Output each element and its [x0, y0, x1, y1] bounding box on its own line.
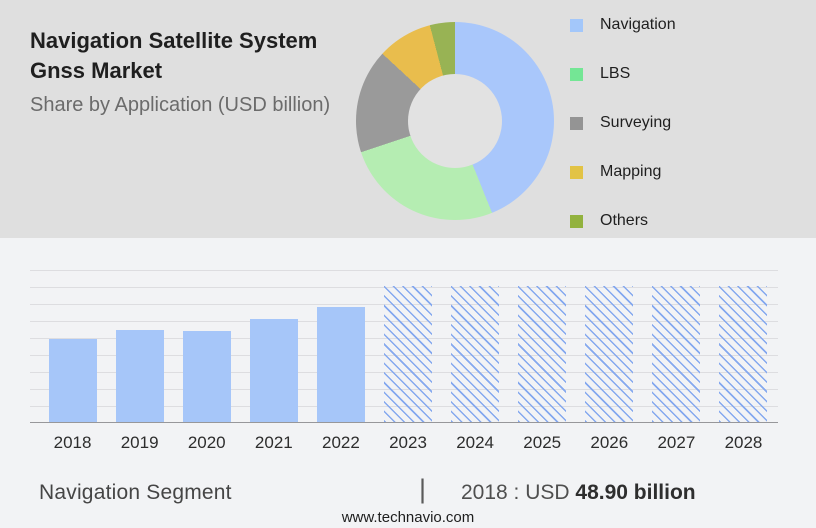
bar-cell [509, 270, 576, 422]
x-axis-label: 2022 [322, 433, 360, 452]
x-axis-line [30, 422, 778, 423]
donut-chart [356, 22, 554, 220]
donut-hole [408, 74, 502, 168]
bar-forecast-2024 [451, 286, 500, 422]
website-url: www.technavio.com [341, 509, 475, 526]
x-axis-label: 2028 [724, 433, 763, 452]
title-block: Navigation Satellite System Gnss Market … [30, 26, 330, 117]
bar-cell [442, 270, 509, 422]
x-axis-label: 2026 [590, 433, 629, 452]
x-axis-label: 2019 [120, 433, 159, 452]
bar-cell [576, 270, 643, 422]
x-axis-label: 2025 [523, 433, 562, 452]
caption-value: 2018 : USD 48.90 billion [461, 481, 696, 505]
bar-forecast-2023 [384, 286, 433, 422]
legend-item-navigation: Navigation [570, 15, 676, 35]
bar-cell [39, 270, 106, 422]
page-title-line1: Navigation Satellite System [30, 28, 318, 53]
legend-item-others: Others [570, 211, 676, 231]
bar-forecast-2026 [585, 286, 634, 422]
x-axis-label: 2020 [187, 433, 226, 452]
bar-2019 [115, 330, 164, 422]
x-axis-label: 2018 [53, 433, 92, 452]
bar-chart-plot [30, 270, 778, 423]
top-section: Navigation Satellite System Gnss Market … [0, 0, 816, 238]
legend-item-label: LBS [600, 65, 631, 82]
bar-forecast-2028 [719, 286, 768, 422]
chart-legend: Navigation LBS Surveying Mapping Others [570, 15, 676, 260]
segment-caption: Navigation Segment [39, 481, 232, 504]
legend-item-surveying: Surveying [570, 113, 676, 133]
legend-item-lbs: LBS [570, 64, 676, 84]
page-title-line2: Gnss Market [30, 58, 163, 83]
bar-forecast-2027 [652, 286, 701, 422]
x-axis-label: 2024 [456, 433, 495, 452]
legend-swatch-icon [570, 116, 583, 130]
caption-divider: | [419, 474, 427, 504]
bar-2020 [182, 331, 231, 422]
bar-chart-section: 2018 2019 2020 2021 2022 2023 2024 2025 2026 2027… [0, 238, 816, 528]
caption-value-bold: 48.90 billion [575, 481, 696, 504]
bar-cell [307, 270, 374, 422]
legend-swatch-icon [570, 67, 583, 81]
legend-swatch-icon [570, 18, 583, 32]
bar-forecast-2025 [518, 286, 567, 422]
legend-item-label: Mapping [600, 163, 662, 180]
gridline [30, 270, 778, 271]
x-axis-label: 2023 [389, 433, 427, 452]
legend-item-mapping: Mapping [570, 162, 676, 182]
legend-item-label: Navigation [600, 16, 676, 33]
legend-item-label: Others [600, 212, 649, 229]
x-axis-label: 2027 [657, 433, 696, 452]
bar-2021 [249, 319, 298, 422]
bar-cell [710, 270, 777, 422]
caption-value-prefix: 2018 : USD [461, 481, 570, 504]
legend-swatch-icon [570, 214, 583, 228]
bar-cell [374, 270, 441, 422]
bar-cell [106, 270, 173, 422]
page-subtitle: Share by Application (USD billion) [30, 94, 331, 116]
legend-item-label: Surveying [600, 114, 672, 131]
bar-2022 [316, 307, 365, 422]
bar-cell [643, 270, 710, 422]
bar-cell [240, 270, 307, 422]
bar-2018 [48, 339, 97, 422]
bar-cell [173, 270, 240, 422]
x-axis-labels: 2018 2019 2020 2021 2022 2023 2024 2025 2026 2027… [39, 433, 777, 453]
bars-row [39, 270, 777, 422]
x-axis-label: 2021 [254, 433, 293, 452]
legend-swatch-icon [570, 165, 583, 179]
